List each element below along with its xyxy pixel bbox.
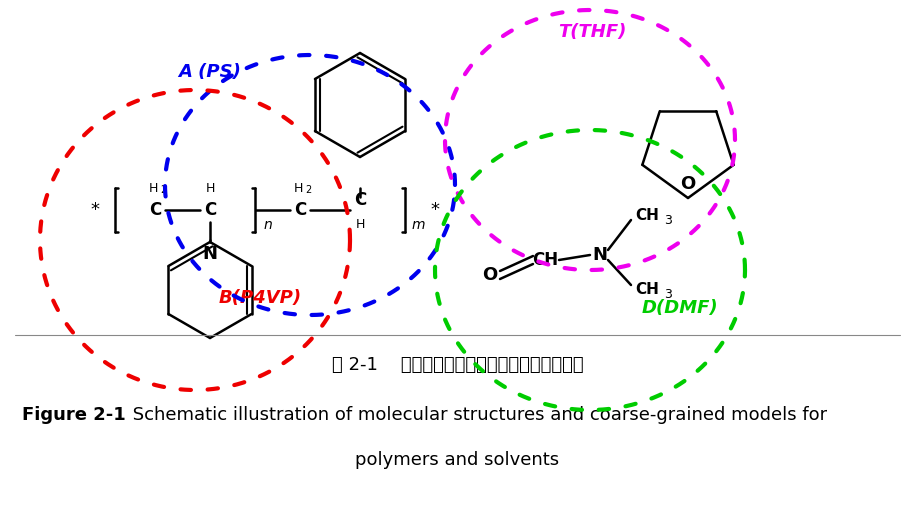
Text: A (PS): A (PS) bbox=[178, 63, 242, 81]
Text: C: C bbox=[149, 201, 161, 219]
Text: C: C bbox=[294, 201, 307, 219]
Text: H: H bbox=[355, 217, 365, 231]
Text: m: m bbox=[411, 218, 425, 232]
Text: 2: 2 bbox=[160, 185, 167, 195]
Text: H: H bbox=[148, 181, 157, 195]
Text: CH: CH bbox=[635, 208, 659, 222]
Text: D(DMF): D(DMF) bbox=[641, 299, 718, 317]
Text: 2: 2 bbox=[305, 185, 311, 195]
Text: 图 2-1    聚合物和溶剂的分子结构和粗粒化划分: 图 2-1 聚合物和溶剂的分子结构和粗粒化划分 bbox=[331, 356, 584, 374]
Text: N: N bbox=[202, 245, 218, 263]
Text: 3: 3 bbox=[664, 288, 672, 301]
Text: Schematic illustration of molecular structures and coarse-grained models for: Schematic illustration of molecular stru… bbox=[127, 406, 827, 424]
Text: *: * bbox=[430, 201, 439, 219]
Text: B(P4VP): B(P4VP) bbox=[219, 289, 302, 307]
Text: CH: CH bbox=[635, 283, 659, 298]
Text: Figure 2-1: Figure 2-1 bbox=[22, 406, 125, 424]
Text: T(THF): T(THF) bbox=[558, 23, 626, 41]
Text: H: H bbox=[294, 181, 303, 195]
Text: polymers and solvents: polymers and solvents bbox=[355, 451, 560, 469]
Text: 3: 3 bbox=[664, 214, 672, 227]
Text: O: O bbox=[482, 266, 498, 284]
Text: H: H bbox=[205, 181, 215, 195]
Text: *: * bbox=[91, 201, 100, 219]
Text: CH: CH bbox=[532, 251, 558, 269]
Text: C: C bbox=[354, 191, 366, 209]
Text: N: N bbox=[593, 246, 608, 264]
Text: O: O bbox=[681, 175, 695, 193]
Text: C: C bbox=[204, 201, 216, 219]
Text: n: n bbox=[264, 218, 273, 232]
